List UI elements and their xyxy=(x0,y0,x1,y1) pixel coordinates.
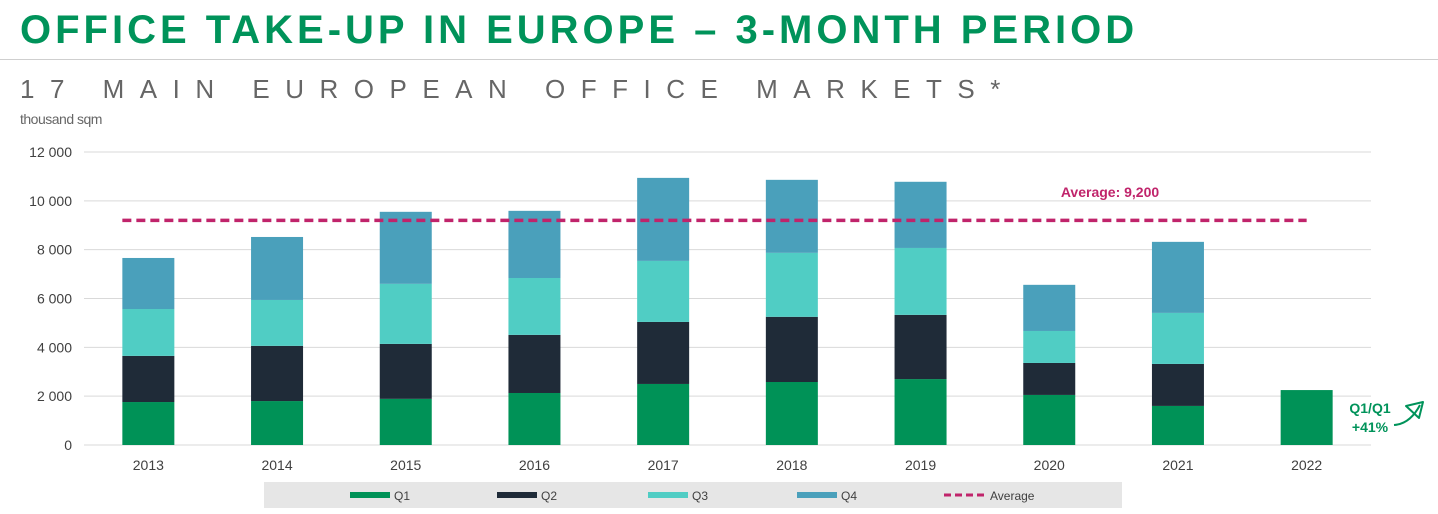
bar-q3-2018 xyxy=(765,252,818,317)
bar-q2-2016 xyxy=(508,334,561,393)
x-tick-label: 2020 xyxy=(1034,457,1065,473)
bar-q4-2013 xyxy=(122,257,175,309)
bar-q2-2020 xyxy=(1023,362,1076,395)
x-tick-label: 2015 xyxy=(390,457,421,473)
x-tick-label: 2019 xyxy=(905,457,936,473)
bar-q1-2016 xyxy=(508,392,561,445)
x-tick-label: 2016 xyxy=(519,457,550,473)
arrow-up-right-icon xyxy=(1393,404,1421,426)
bar-q1-2015 xyxy=(379,398,432,445)
bar-q1-2014 xyxy=(251,401,304,445)
y-tick-label: 2 000 xyxy=(37,388,72,404)
bar-q4-2015 xyxy=(379,211,432,284)
page-title: OFFICE TAKE-UP IN EUROPE – 3-MONTH PERIO… xyxy=(20,8,1139,52)
bar-q2-2015 xyxy=(379,343,432,399)
x-tick-label: 2022 xyxy=(1291,457,1322,473)
y-tick-label: 8 000 xyxy=(37,242,72,258)
bar-q2-2019 xyxy=(894,314,947,380)
y-tick-label: 10 000 xyxy=(29,193,72,209)
legend-label-q4: Q4 xyxy=(841,489,857,503)
bar-q1-2017 xyxy=(637,383,690,445)
bar-q4-2014 xyxy=(251,236,304,300)
y-tick-label: 0 xyxy=(64,437,72,453)
x-tick-label: 2021 xyxy=(1162,457,1193,473)
average-label: Average: 9,200 xyxy=(1061,184,1160,200)
bar-q3-2013 xyxy=(122,308,175,356)
bar-q2-2021 xyxy=(1151,363,1204,406)
bar-q4-2019 xyxy=(894,181,947,248)
legend-swatch-q4 xyxy=(797,492,837,498)
legend-label-q3: Q3 xyxy=(692,489,708,503)
title-divider xyxy=(0,59,1438,60)
bar-q2-2018 xyxy=(765,316,818,383)
legend-swatch-q3 xyxy=(648,492,688,498)
bar-q2-2017 xyxy=(637,321,690,384)
bar-q4-2021 xyxy=(1151,241,1204,313)
legend-label-q2: Q2 xyxy=(541,489,557,503)
bar-q3-2014 xyxy=(251,299,304,346)
bar-q3-2017 xyxy=(637,260,690,322)
bar-q1-2022 xyxy=(1280,390,1333,445)
bar-q4-2020 xyxy=(1023,284,1076,331)
bar-q4-2018 xyxy=(765,179,818,253)
bar-q3-2020 xyxy=(1023,330,1076,363)
y-tick-label: 6 000 xyxy=(37,291,72,307)
bar-q3-2016 xyxy=(508,277,561,335)
bar-q3-2019 xyxy=(894,247,947,315)
bar-q2-2014 xyxy=(251,345,304,402)
bar-q1-2021 xyxy=(1151,405,1204,445)
legend-label-average: Average xyxy=(990,489,1035,503)
subtitle: 17 MAIN EUROPEAN OFFICE MARKETS* xyxy=(20,74,1016,104)
bar-q1-2019 xyxy=(894,379,947,445)
x-tick-label: 2018 xyxy=(776,457,807,473)
bar-q1-2013 xyxy=(122,402,175,445)
bar-q1-2020 xyxy=(1023,394,1076,445)
bar-q1-2018 xyxy=(765,382,818,445)
y-tick-label: 12 000 xyxy=(29,144,72,160)
legend-swatch-q2 xyxy=(497,492,537,498)
y-axis-unit-label: thousand sqm xyxy=(20,111,102,127)
bar-q2-2013 xyxy=(122,355,175,403)
bar-q3-2021 xyxy=(1151,312,1204,364)
y-tick-label: 4 000 xyxy=(37,339,72,355)
x-tick-label: 2013 xyxy=(133,457,164,473)
legend-swatch-q1 xyxy=(350,492,390,498)
legend-label-q1: Q1 xyxy=(394,489,410,503)
annotation-q1-label: Q1/Q1 xyxy=(1349,400,1390,416)
x-tick-label: 2017 xyxy=(648,457,679,473)
annotation-growth-label: +41% xyxy=(1352,419,1389,435)
arrow-head-icon xyxy=(1405,401,1424,419)
x-tick-label: 2014 xyxy=(261,457,292,473)
bar-q3-2015 xyxy=(379,283,432,344)
